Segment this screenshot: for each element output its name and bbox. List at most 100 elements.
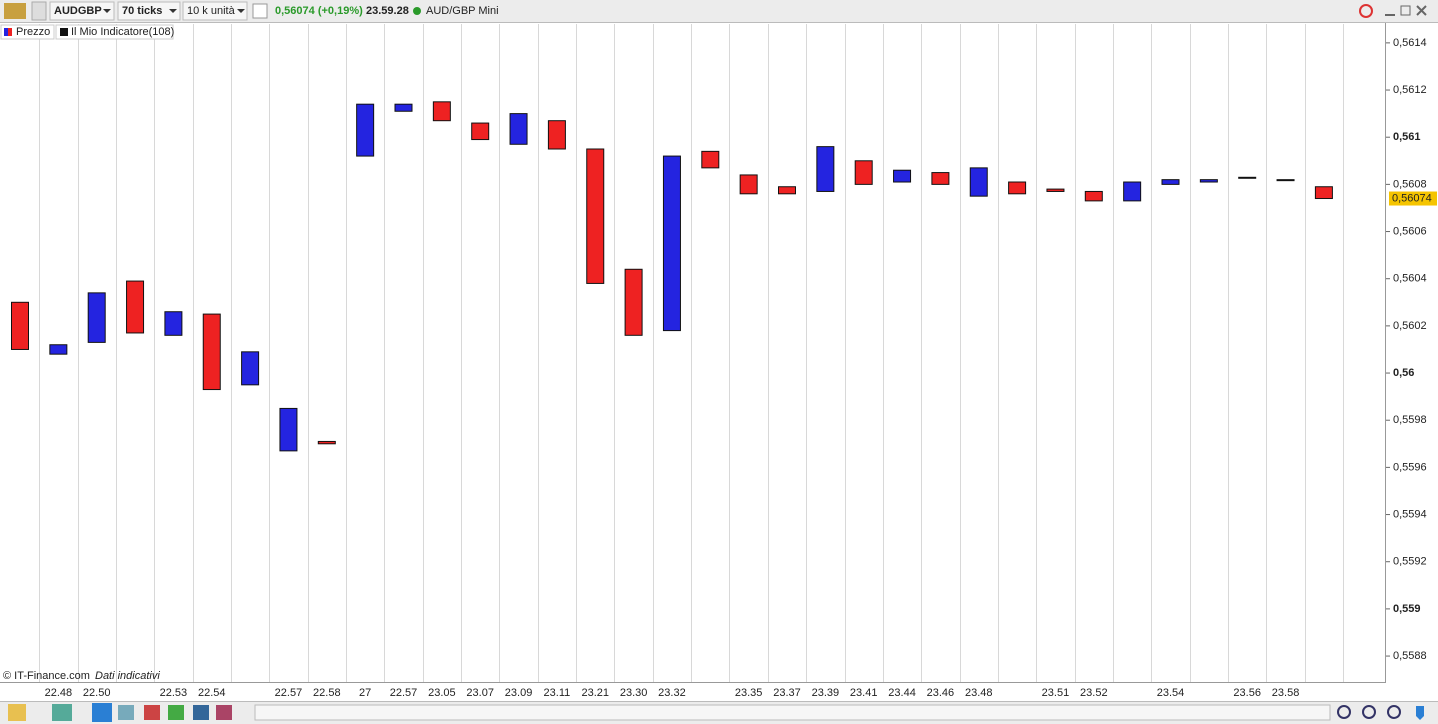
y-tick-label: 0,5608 bbox=[1393, 178, 1427, 190]
indicator-tool[interactable] bbox=[52, 704, 72, 721]
candle bbox=[49, 344, 68, 355]
candle bbox=[1314, 186, 1333, 200]
candle bbox=[893, 169, 912, 183]
x-tick-label: 23.09 bbox=[505, 687, 533, 699]
tool[interactable] bbox=[118, 705, 134, 720]
x-tick-label: 23.56 bbox=[1233, 687, 1261, 699]
candle bbox=[778, 186, 796, 195]
candle bbox=[1276, 179, 1295, 182]
candle bbox=[662, 155, 681, 332]
candle bbox=[126, 280, 145, 334]
x-tick-label: 23.46 bbox=[927, 687, 955, 699]
time: 23.59.28 bbox=[366, 5, 409, 17]
candle bbox=[969, 167, 988, 197]
candle bbox=[1008, 181, 1027, 195]
x-tick-label: 23.07 bbox=[466, 687, 494, 699]
last-price-marker bbox=[1389, 191, 1437, 206]
y-tick-label: 0,5598 bbox=[1393, 414, 1427, 426]
dropdown-arrow bbox=[103, 9, 111, 13]
dropdown-arrow bbox=[169, 9, 177, 13]
candle bbox=[854, 160, 873, 185]
x-tick-label: 27 bbox=[359, 687, 371, 699]
candle bbox=[317, 440, 336, 445]
x-tick-label: 22.50 bbox=[83, 687, 111, 699]
candle bbox=[1238, 176, 1257, 179]
symbol-select[interactable] bbox=[49, 1, 115, 21]
units-select[interactable] bbox=[182, 1, 248, 21]
tool[interactable] bbox=[144, 705, 160, 720]
x-tick-label: 23.11 bbox=[544, 687, 571, 699]
draw-tool[interactable] bbox=[8, 704, 26, 721]
candle bbox=[739, 174, 758, 195]
x-tick-label: 23.32 bbox=[658, 687, 686, 699]
tool[interactable] bbox=[168, 705, 184, 720]
candle bbox=[11, 301, 29, 350]
units: 10 k unità bbox=[187, 5, 236, 17]
x-tick-label: 22.57 bbox=[390, 687, 418, 699]
y-tick-label: 0,5604 bbox=[1393, 273, 1427, 285]
zoom-out[interactable] bbox=[1362, 705, 1376, 719]
x-tick-label: 22.53 bbox=[160, 687, 188, 699]
y-tick-label: 0,5614 bbox=[1393, 37, 1427, 49]
candle bbox=[509, 113, 528, 145]
candle bbox=[1123, 181, 1142, 202]
zoom-in[interactable] bbox=[1387, 705, 1401, 719]
disclaimer: Dati indicativi bbox=[95, 670, 160, 682]
x-tick-label: 23.51 bbox=[1042, 687, 1070, 699]
status-dot bbox=[413, 7, 421, 15]
candle bbox=[202, 313, 221, 391]
refresh-button[interactable] bbox=[1359, 4, 1373, 18]
share-tool[interactable] bbox=[92, 703, 112, 722]
instrument: AUD/GBP Mini bbox=[426, 5, 499, 17]
x-tick-label: 23.37 bbox=[773, 687, 801, 699]
x-tick-label: 22.48 bbox=[45, 687, 73, 699]
x-tick-label: 23.52 bbox=[1080, 687, 1108, 699]
info-button[interactable] bbox=[252, 3, 268, 19]
x-tick-label: 22.54 bbox=[198, 687, 226, 699]
candle bbox=[164, 311, 183, 336]
last-price-label: 0,56074 bbox=[1392, 192, 1432, 204]
candle bbox=[432, 101, 451, 122]
candle bbox=[701, 150, 720, 169]
candle bbox=[471, 122, 490, 141]
y-tick-label: 0,559 bbox=[1393, 603, 1421, 615]
quote: 0,56074 (+0,19%) bbox=[275, 5, 363, 17]
ticks-select[interactable] bbox=[117, 1, 181, 21]
zoom-fit[interactable] bbox=[1337, 705, 1351, 719]
y-tick-label: 0,5602 bbox=[1393, 320, 1427, 332]
x-tick-label: 22.58 bbox=[313, 687, 341, 699]
candle bbox=[1199, 179, 1218, 183]
y-tick-label: 0,5592 bbox=[1393, 556, 1427, 568]
legend-label: Prezzo bbox=[16, 26, 50, 38]
x-tick-label: 23.48 bbox=[965, 687, 993, 699]
tool[interactable] bbox=[216, 705, 232, 720]
legend-item[interactable] bbox=[0, 24, 55, 40]
download[interactable] bbox=[1416, 706, 1424, 720]
x-tick-label: 23.21 bbox=[581, 687, 609, 699]
candle bbox=[356, 103, 375, 157]
legend-swatch bbox=[8, 28, 12, 36]
candle bbox=[279, 407, 298, 452]
legend-swatch bbox=[4, 28, 8, 36]
legend-item[interactable] bbox=[55, 24, 174, 40]
maximize-button[interactable] bbox=[1400, 5, 1411, 16]
y-tick-label: 0,5612 bbox=[1393, 84, 1427, 96]
ticks: 70 ticks bbox=[122, 5, 162, 17]
candle bbox=[816, 146, 835, 192]
x-tick-label: 23.05 bbox=[428, 687, 456, 699]
menu-button[interactable] bbox=[31, 1, 47, 21]
tool[interactable] bbox=[193, 705, 209, 720]
candle bbox=[931, 172, 950, 185]
x-tick-label: 23.44 bbox=[888, 687, 916, 699]
x-tick-label: 23.41 bbox=[850, 687, 878, 699]
scrollbar[interactable] bbox=[254, 704, 1331, 721]
candle bbox=[394, 103, 413, 112]
dropdown-arrow bbox=[237, 9, 245, 13]
demo-icon[interactable] bbox=[4, 3, 26, 19]
legend-label: Il Mio Indicatore(108) bbox=[71, 26, 174, 38]
y-tick-label: 0,561 bbox=[1393, 131, 1421, 143]
close-button[interactable] bbox=[1416, 5, 1427, 16]
x-tick-label: 23.54 bbox=[1157, 687, 1185, 699]
candle bbox=[586, 148, 605, 284]
